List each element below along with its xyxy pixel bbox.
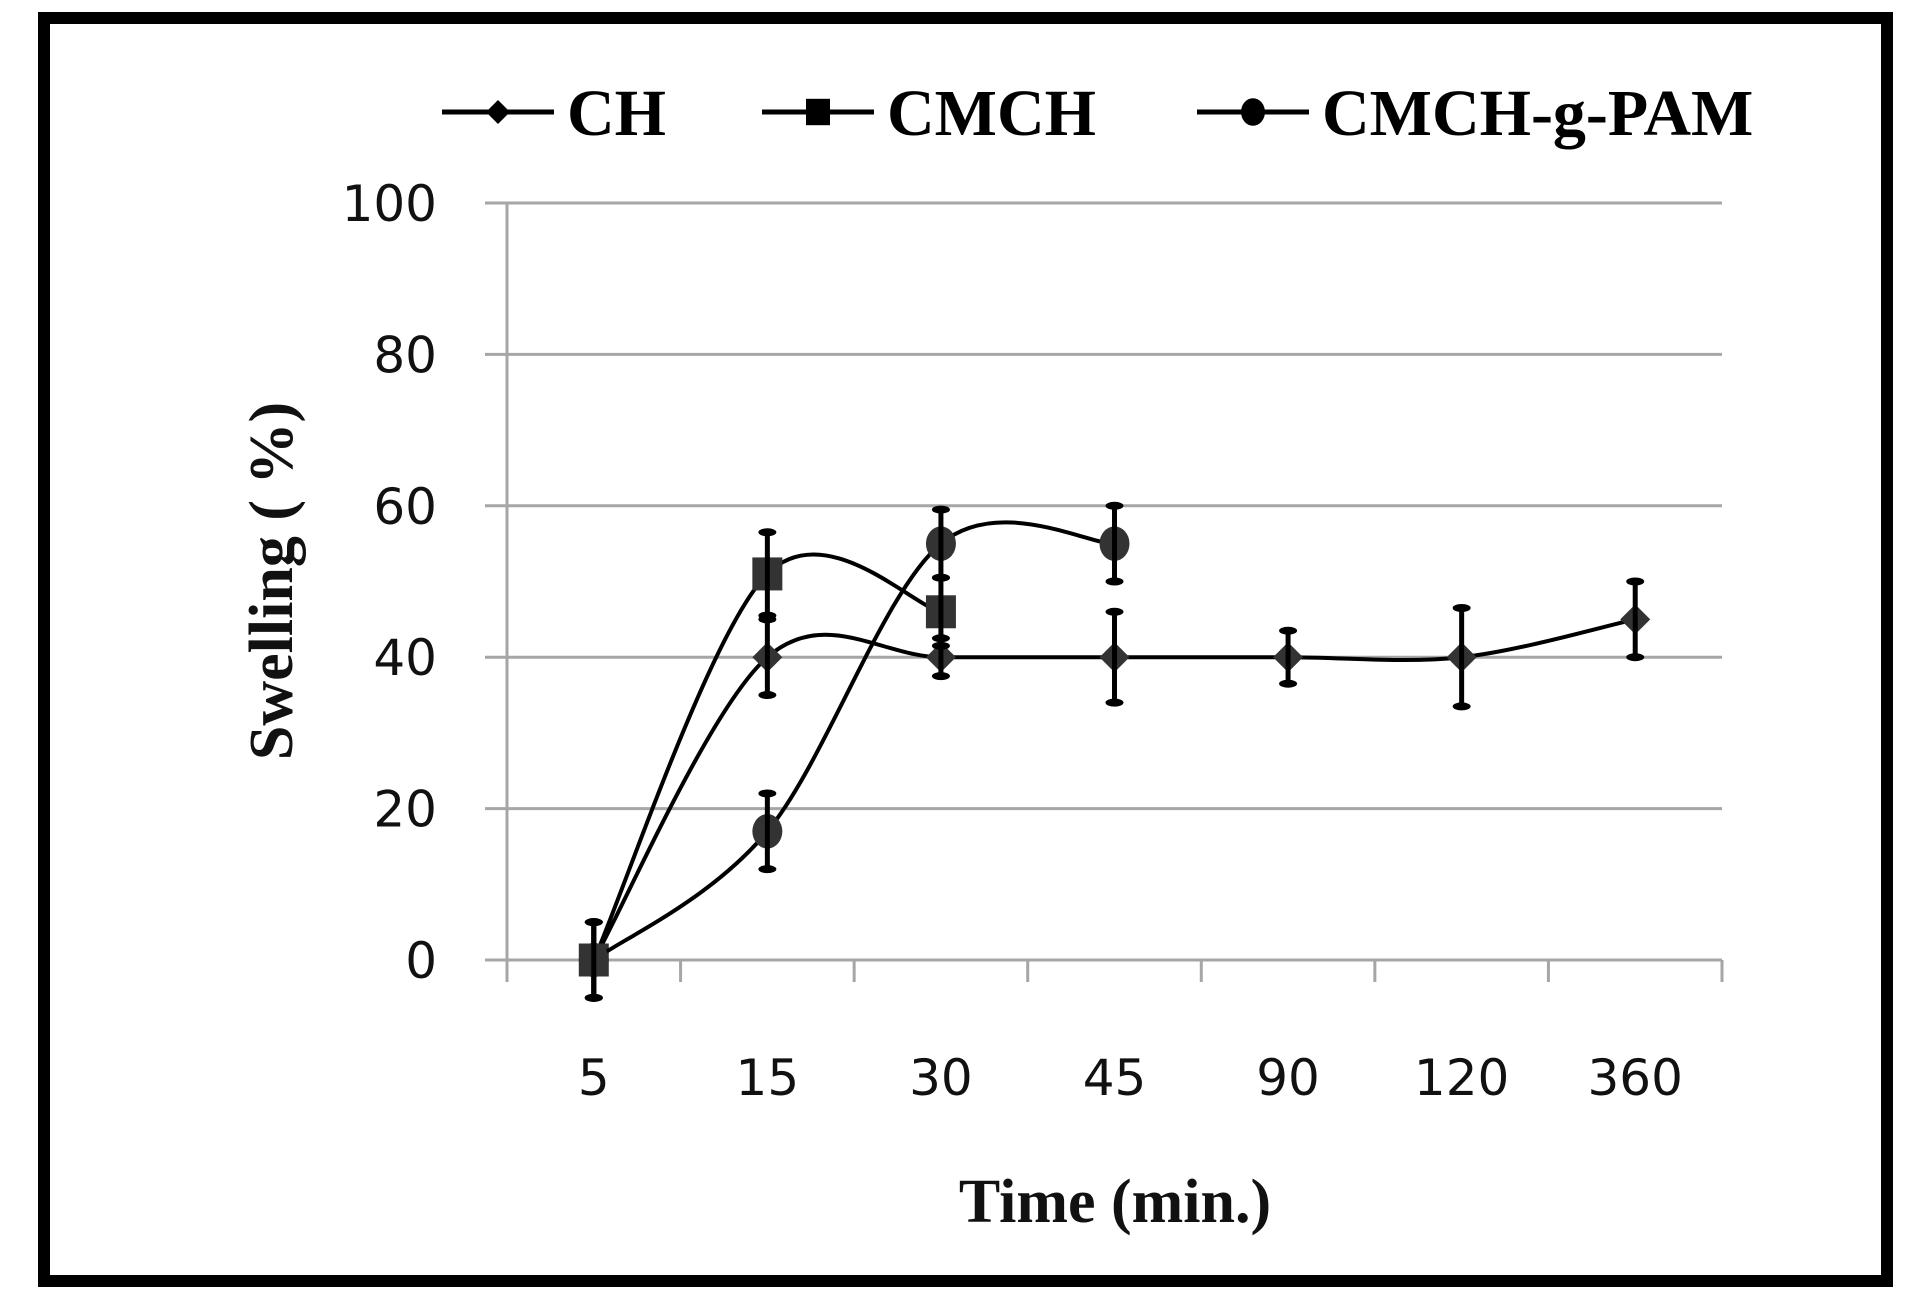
- legend-item-ch: CH: [442, 77, 666, 150]
- error-bar-cap: [1626, 577, 1645, 586]
- error-bar: [758, 528, 777, 620]
- error-bar-cap: [584, 918, 603, 927]
- gridlines: [485, 201, 1722, 962]
- error-bar-cap: [584, 993, 603, 1002]
- error-bar-cap: [931, 573, 950, 582]
- error-bar-cap: [758, 789, 777, 798]
- x-tick-label: 15: [736, 1049, 800, 1107]
- chart-frame: [38, 12, 1893, 1287]
- error-bar-cap: [758, 528, 777, 537]
- error-bar: [758, 789, 777, 874]
- error-bar: [931, 505, 950, 582]
- x-tick-label: 120: [1414, 1049, 1509, 1107]
- x-tick-label: 45: [1083, 1049, 1147, 1107]
- legend: CH CMCH CMCH-g-PAM: [442, 77, 1753, 150]
- error-bar-cap: [758, 691, 777, 700]
- x-tick-label: 90: [1256, 1049, 1320, 1107]
- legend-label: CMCH-g-PAM: [1322, 77, 1753, 150]
- x-tick-label: 360: [1587, 1049, 1682, 1107]
- error-bar: [1105, 607, 1124, 707]
- legend-label: CH: [567, 77, 666, 150]
- error-bar-cap: [1626, 653, 1645, 662]
- series: [578, 501, 1651, 1002]
- error-bar-cap: [1279, 679, 1298, 688]
- error-bar-cap: [1105, 577, 1124, 586]
- legend-item-cmch-g-pam: CMCH-g-PAM: [1197, 77, 1753, 150]
- error-bar-cap: [1452, 603, 1471, 612]
- error-bar-cap: [758, 611, 777, 620]
- error-bar-cap: [1105, 607, 1124, 616]
- y-tick-label: 100: [342, 175, 437, 233]
- error-bar-cap: [1105, 501, 1124, 510]
- error-bar-cap: [931, 505, 950, 514]
- legend-marker-diamond-icon: [486, 100, 510, 124]
- y-tick-label: 0: [405, 932, 437, 990]
- legend-label: CMCH: [887, 77, 1096, 150]
- series-ch: [578, 577, 1651, 1002]
- axes: 0 20 40 60 80 100 5 15 30 45 90 120 360: [342, 175, 1724, 1107]
- error-bar: [1626, 577, 1645, 662]
- error-bar-cap: [1452, 702, 1471, 711]
- x-tick-label: 30: [909, 1049, 973, 1107]
- legend-item-cmch: CMCH: [762, 77, 1096, 150]
- x-tick-label: 5: [578, 1049, 610, 1107]
- error-bar-cap: [1279, 626, 1298, 635]
- series-cmch-g-pam: [578, 501, 1130, 1002]
- x-axis-title: Time (min.): [959, 1168, 1271, 1236]
- y-axis-title: Swelling ( %): [238, 402, 306, 760]
- error-bar: [1105, 501, 1124, 586]
- y-tick-label: 60: [373, 478, 437, 536]
- legend-marker-square-icon: [806, 98, 830, 126]
- error-bar: [1452, 603, 1471, 711]
- error-bar-cap: [931, 672, 950, 681]
- error-bar: [1279, 626, 1298, 688]
- y-tick-label: 20: [373, 781, 437, 839]
- y-tick-label: 80: [373, 326, 437, 384]
- legend-marker-circle-icon: [1241, 98, 1265, 126]
- series-line: [592, 520, 1115, 962]
- error-bar-cap: [1105, 698, 1124, 707]
- error-bar-cap: [931, 641, 950, 650]
- y-tick-label: 40: [373, 629, 437, 687]
- error-bar: [584, 918, 603, 1002]
- error-bar-cap: [758, 865, 777, 874]
